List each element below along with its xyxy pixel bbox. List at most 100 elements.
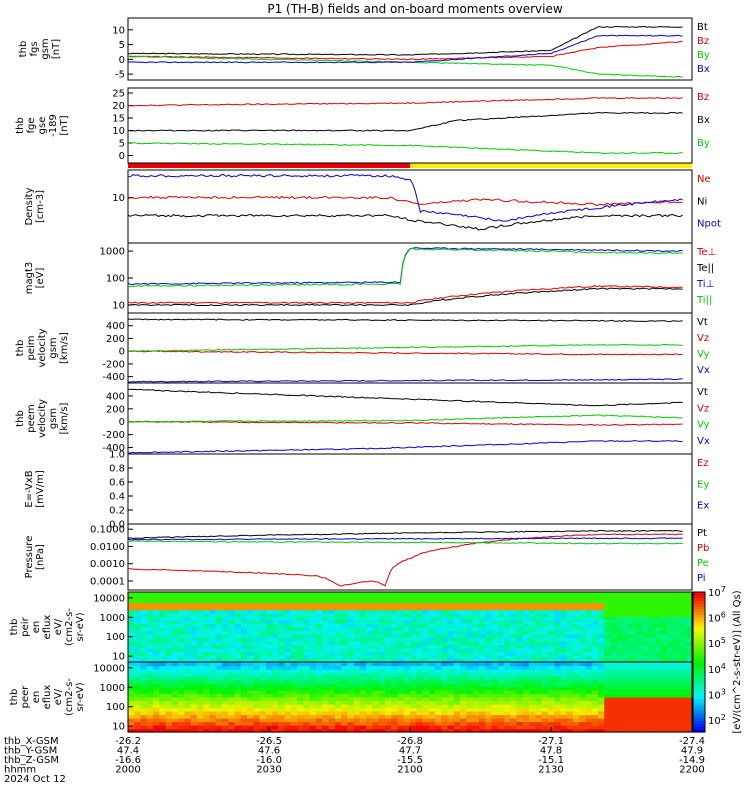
heatmap-cell — [290, 658, 298, 663]
heatmap-cell — [234, 707, 242, 712]
heatmap-cell — [309, 700, 317, 705]
heatmap-cell — [322, 679, 330, 684]
heatmap-cell — [547, 637, 555, 642]
heatmap-cell — [591, 693, 599, 698]
heatmap-cell — [529, 651, 536, 656]
heatmap-cell — [616, 672, 624, 677]
series-Vy — [127, 414, 683, 423]
heatmap-cell — [591, 623, 599, 628]
heatmap-cell — [572, 630, 580, 635]
heatmap-cell — [228, 651, 236, 656]
heatmap-cell — [497, 714, 505, 719]
heatmap-cell — [673, 606, 681, 611]
heatmap-cell — [510, 725, 518, 730]
heatmap-cell — [453, 599, 461, 604]
heatmap-cell — [240, 599, 248, 604]
heatmap-cell — [372, 690, 380, 695]
heatmap-cell — [284, 595, 292, 600]
heatmap-cell — [648, 683, 655, 688]
heatmap-cell — [165, 613, 173, 618]
heatmap-cell — [623, 651, 630, 656]
heatmap-cell — [146, 672, 154, 677]
heatmap-cell — [572, 721, 580, 726]
heatmap-cell — [478, 704, 486, 709]
heatmap-cell — [673, 655, 681, 660]
heatmap-cell — [397, 616, 405, 621]
heatmap-cell — [196, 711, 204, 716]
heatmap-cell — [453, 616, 461, 621]
heatmap-cell — [460, 683, 467, 688]
heatmap-cell — [309, 637, 317, 642]
heatmap-cell — [466, 665, 474, 670]
heatmap-cell — [297, 602, 305, 607]
heatmap-cell — [290, 665, 298, 670]
heatmap-cell — [259, 627, 267, 632]
heatmap-cell — [366, 725, 373, 730]
heatmap-cell — [234, 623, 242, 628]
heatmap-cell — [234, 627, 242, 632]
heatmap-cell — [579, 686, 587, 691]
heatmap-cell — [635, 662, 643, 667]
heatmap-cell — [422, 651, 430, 656]
heatmap-cell — [535, 648, 543, 653]
heatmap-cell — [222, 707, 229, 712]
heatmap-cell — [297, 672, 305, 677]
heatmap-cell — [629, 721, 637, 726]
heatmap-cell — [579, 620, 587, 625]
heatmap-cell — [209, 592, 217, 597]
heatmap-cell — [328, 630, 336, 635]
heatmap-cell — [416, 711, 424, 716]
heatmap-cell — [485, 644, 493, 649]
heatmap-cell — [579, 651, 587, 656]
colorbar-cell — [693, 692, 705, 697]
heatmap-cell — [453, 679, 461, 684]
heatmap-cell — [447, 620, 455, 625]
heatmap-cell — [478, 648, 486, 653]
heatmap-cell — [247, 609, 254, 614]
heatmap-cell — [516, 658, 524, 663]
legend-entry: Bx — [697, 115, 710, 126]
heatmap-cell — [146, 704, 154, 709]
heatmap-cell — [272, 630, 279, 635]
heatmap-cell — [685, 595, 693, 600]
heatmap-cell — [347, 658, 355, 663]
heatmap-cell — [660, 693, 668, 698]
heatmap-cell — [347, 700, 355, 705]
heatmap-cell — [215, 693, 223, 698]
heatmap-cell — [384, 711, 392, 716]
heatmap-cell — [491, 707, 499, 712]
heatmap-cell — [635, 707, 643, 712]
heatmap-cell — [234, 714, 242, 719]
heatmap-cell — [128, 627, 135, 632]
heatmap-cell — [453, 602, 461, 607]
heatmap-cell — [641, 641, 649, 646]
heatmap-cell — [529, 644, 536, 649]
heatmap-cell — [679, 613, 687, 618]
heatmap-cell — [403, 644, 411, 649]
heatmap-cell — [604, 620, 612, 625]
heatmap-cell — [359, 676, 367, 681]
heatmap-cell — [196, 658, 204, 663]
heatmap-cell — [654, 630, 662, 635]
heatmap-cell — [447, 669, 455, 674]
heatmap-cell — [616, 679, 624, 684]
heatmap-cell — [190, 623, 198, 628]
heatmap-cell — [146, 658, 154, 663]
heatmap-cell — [366, 623, 373, 628]
heatmap-cell — [171, 686, 179, 691]
heatmap-cell — [178, 641, 185, 646]
heatmap-cell — [560, 707, 568, 712]
heatmap-cell — [685, 725, 693, 730]
heatmap-cell — [297, 714, 305, 719]
heatmap-cell — [453, 690, 461, 695]
heatmap-cell — [240, 700, 248, 705]
heatmap-cell — [359, 648, 367, 653]
series-Vz — [127, 350, 683, 356]
heatmap-cell — [140, 609, 148, 614]
heatmap-cell — [560, 683, 568, 688]
heatmap-cell — [303, 644, 311, 649]
heatmap-cell — [391, 693, 399, 698]
heatmap-cell — [259, 634, 267, 639]
heatmap-cell — [272, 704, 279, 709]
heatmap-cell — [460, 700, 467, 705]
